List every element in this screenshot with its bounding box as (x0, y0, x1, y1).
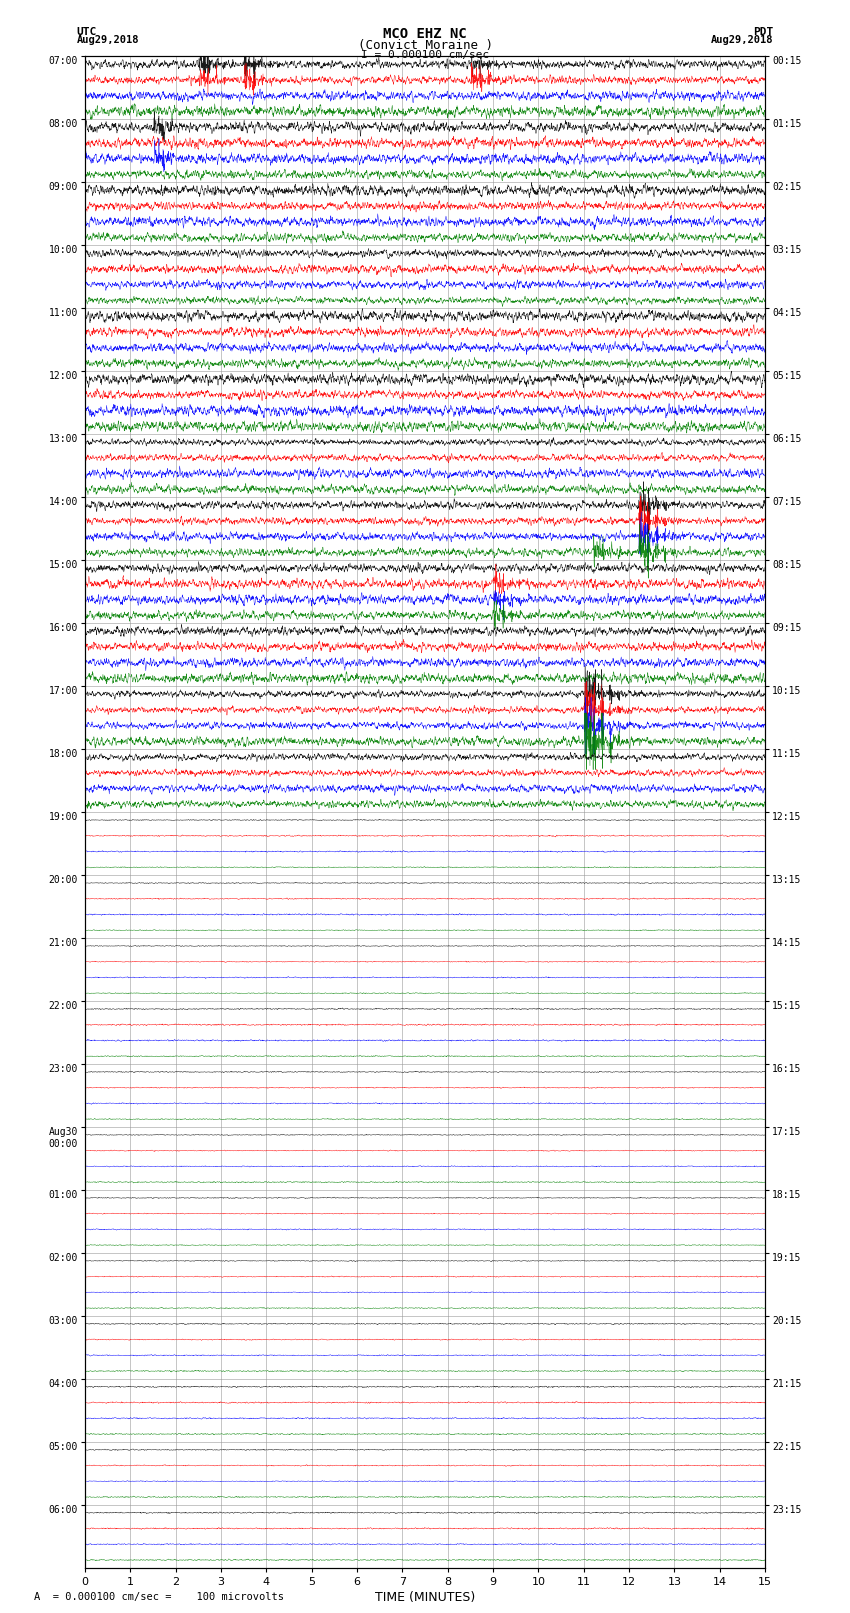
Text: Aug29,2018: Aug29,2018 (76, 35, 139, 45)
Text: PDT: PDT (753, 27, 774, 37)
Text: UTC: UTC (76, 27, 97, 37)
X-axis label: TIME (MINUTES): TIME (MINUTES) (375, 1590, 475, 1603)
Text: Aug29,2018: Aug29,2018 (711, 35, 774, 45)
Text: A  = 0.000100 cm/sec =    100 microvolts: A = 0.000100 cm/sec = 100 microvolts (34, 1592, 284, 1602)
Text: I = 0.000100 cm/sec: I = 0.000100 cm/sec (361, 50, 489, 60)
Text: (Convict Moraine ): (Convict Moraine ) (358, 39, 492, 52)
Text: MCO EHZ NC: MCO EHZ NC (383, 27, 467, 42)
